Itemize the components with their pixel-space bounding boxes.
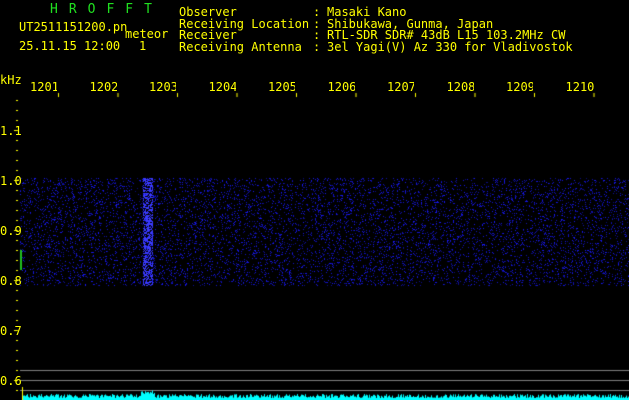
x-tick-label: 1205 [268,80,295,93]
field-separator: : [313,28,321,42]
x-tick-label: 1209 [506,80,533,93]
x-tick-label: 1203 [149,80,176,93]
x-tick-label: 1201 [30,80,57,93]
field-label: Receiving Location [179,16,310,31]
x-tick-label: 1208 [446,80,474,93]
x-tick-label: 1204 [208,80,236,93]
x-tick-label: 1202 [89,80,117,93]
field-separator: : [313,5,321,19]
meteor-label: meteor [125,27,169,41]
y-tick-label: 0.7 [0,324,22,338]
field-value: 3el Yagi(V) Az 330 for Vladivostok [327,39,573,54]
y-tick-label: 1.1 [0,124,22,138]
field-label: Receiving Antenna [179,39,302,54]
app-title: HROFFT [50,2,163,17]
field-label: Receiver [179,28,237,42]
field-value: RTL-SDR SDR# 43dB L15 103.2MHz CW [327,28,566,42]
field-value: Masaki Kano [327,5,407,19]
field-label: Observer [179,5,237,19]
field-separator: : [313,39,321,54]
x-tick-label: 1210 [565,80,595,93]
unit-label: kHz [0,73,22,87]
x-tick-label: 1207 [387,80,414,93]
y-tick-label: 0.8 [0,274,22,288]
y-tick-label: 1.0 [0,174,22,188]
y-tick-label: 0.9 [0,224,22,238]
datetime: 25.11.15 12:00 [19,39,121,53]
field-value: Shibukawa, Gunma, Japan [327,16,494,31]
y-tick-label: 0.6 [0,374,22,388]
filename: UT2511151200.pn [19,20,128,34]
x-tick-label: 1206 [327,80,355,93]
meteor-count: 1 [139,39,147,53]
field-separator: : [313,16,321,31]
